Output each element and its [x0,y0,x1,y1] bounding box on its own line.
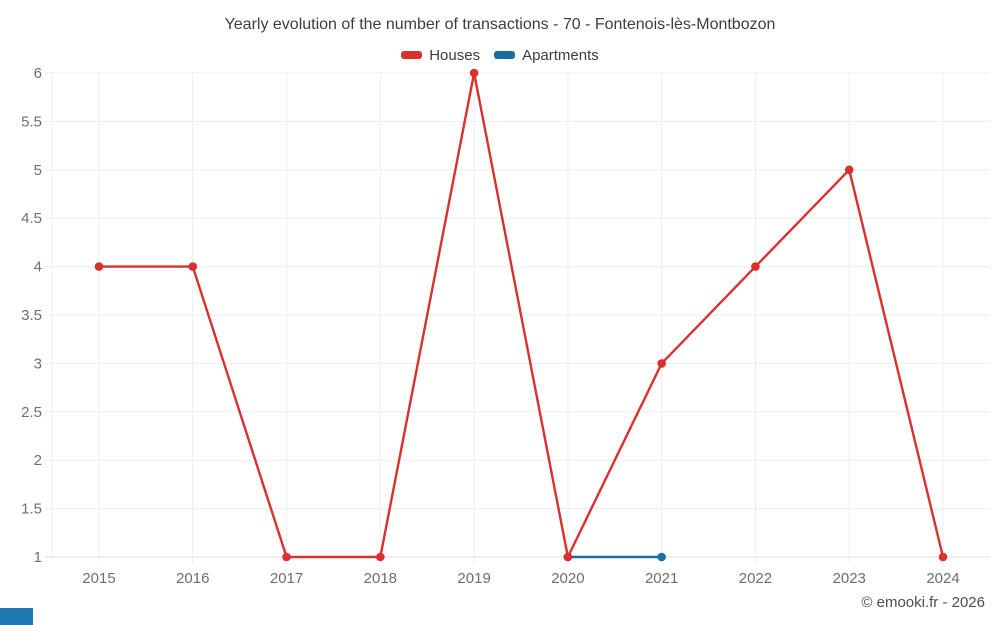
y-tick-label: 4.5 [21,210,42,227]
x-tick-label: 2016 [176,570,209,587]
houses-point[interactable] [282,552,291,562]
houses-point[interactable] [657,359,666,368]
x-tick-label: 2020 [551,570,584,587]
chart-title: Yearly evolution of the number of transa… [224,16,776,33]
legend-item-apartments[interactable]: Apartments [494,47,599,64]
houses-point[interactable] [188,262,198,271]
legend-swatch-houses [401,51,423,59]
y-tick-label: 5.5 [21,113,42,130]
y-tick-label: 3.5 [21,307,42,324]
legend-swatch-apartments [494,51,516,59]
houses-line [99,71,945,559]
x-tick-label: 2019 [457,570,490,587]
y-tick-label: 1 [34,549,42,566]
watermark: © emooki.fr - 2026 [861,594,985,611]
y-tick-label: 2 [34,452,42,469]
y-tick-label: 6 [34,65,42,82]
legend-label: Apartments [522,46,599,64]
apartments-point[interactable] [657,552,666,562]
y-tick-label: 2.5 [21,404,42,421]
houses-point[interactable] [376,552,385,562]
houses-point[interactable] [563,552,573,562]
x-tick-label: 2021 [645,570,678,587]
houses-point[interactable] [469,68,479,78]
y-tick-label: 1.5 [21,501,42,518]
x-tick-label: 2024 [926,570,959,587]
houses-point[interactable] [94,262,104,271]
x-tick-label: 2022 [739,570,772,587]
legend-label: Houses [429,46,481,64]
chart-legend: Houses Apartments [0,46,1000,64]
brand-corner-square [0,608,33,625]
houses-point[interactable] [938,552,948,562]
y-tick-label: 5 [34,162,42,179]
x-tick-label: 2015 [82,570,115,587]
y-tick-label: 3 [34,355,42,372]
houses-point[interactable] [751,262,760,271]
y-tick-label: 4 [34,259,42,276]
legend-item-houses[interactable]: Houses [401,47,480,64]
x-tick-label: 2023 [833,570,866,587]
x-tick-label: 2018 [364,570,397,587]
houses-point[interactable] [844,165,854,175]
x-tick-label: 2017 [270,570,303,587]
